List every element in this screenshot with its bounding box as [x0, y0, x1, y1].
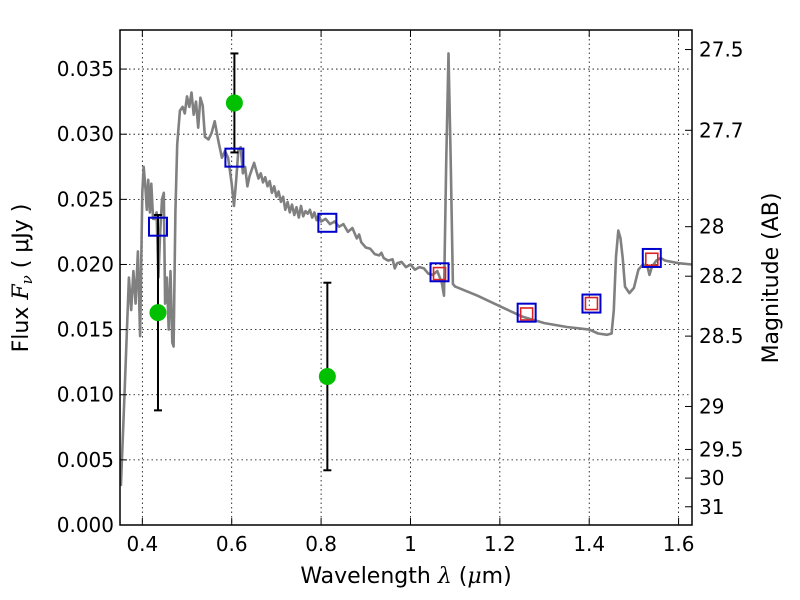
model-point-blue	[317, 212, 338, 233]
y2-tick-label: 29.5	[699, 437, 744, 461]
y2-axis-title: Magnitude (AB)	[759, 193, 784, 364]
y-tick-label: 0.005	[57, 448, 114, 472]
model-point-red	[584, 296, 599, 311]
model-point-red	[644, 252, 659, 267]
x-axis-title-unit: m)	[482, 564, 512, 589]
y-axis-title-sub: ν	[18, 275, 36, 284]
x-axis-title-symbol: λ	[437, 564, 452, 589]
spectrum-line	[120, 52, 692, 486]
y-tick-label: 0.030	[57, 122, 114, 146]
plot-frame	[119, 29, 693, 526]
model-point-blue	[581, 293, 602, 314]
x-tick-label: 0.6	[216, 532, 248, 556]
x-axis-title: Wavelength λ (μm)	[300, 564, 511, 589]
y2-tick-label: 30	[699, 466, 724, 490]
model-point-blue	[224, 147, 245, 168]
y-tick-label: 0.020	[57, 252, 114, 276]
x-tick-label: 1	[404, 532, 417, 556]
y-axis-title-suffix: ( μJy )	[9, 204, 34, 276]
y-tick-label: 0.025	[57, 187, 114, 211]
model-point-blue	[516, 302, 537, 323]
x-axis-title-paren: (	[452, 564, 468, 589]
x-tick-label: 0.8	[305, 532, 337, 556]
model-point-blue	[641, 247, 662, 268]
x-tick-label: 1.2	[484, 532, 516, 556]
y-axis-title-prefix: Flux	[9, 300, 34, 353]
observed-point	[318, 368, 336, 385]
y-tick-label: 0.035	[57, 57, 114, 81]
x-axis-title-prefix: Wavelength	[300, 564, 438, 589]
y2-tick-label: 28.5	[699, 324, 744, 348]
model-point-blue	[147, 216, 168, 237]
y-tick-label: 0.010	[57, 383, 114, 407]
chart-marks	[120, 52, 692, 486]
y2-tick-label: 29	[699, 394, 724, 418]
y2-tick-label: 27.7	[699, 118, 744, 142]
y-axis-title: Flux Fν ( μJy )	[9, 204, 36, 353]
y2-tick-label: 28.2	[699, 264, 744, 288]
ticks: 0.4 0.6 0.8 1 1.2 1.4 1.6 0.000 0.005 0.010 0.015 0…	[57, 30, 744, 556]
x-axis-title-mu: μ	[467, 564, 481, 589]
model-point-red	[519, 307, 534, 321]
x-tick-label: 0.4	[126, 532, 158, 556]
model-point-red	[432, 266, 447, 281]
observed-point	[225, 94, 243, 112]
y-tick-label: 0.015	[57, 318, 114, 342]
observed-point	[149, 304, 167, 322]
y2-tick-label: 28	[699, 215, 724, 239]
grid	[120, 30, 692, 526]
y2-tick-label: 27.5	[699, 38, 744, 62]
y-axis-title-symbol: F	[9, 284, 34, 301]
y2-tick-label: 31	[699, 495, 724, 519]
x-tick-label: 1.4	[573, 532, 605, 556]
x-tick-label: 1.6	[663, 532, 695, 556]
model-point-blue	[429, 262, 450, 283]
y-tick-label: 0.000	[57, 513, 114, 537]
